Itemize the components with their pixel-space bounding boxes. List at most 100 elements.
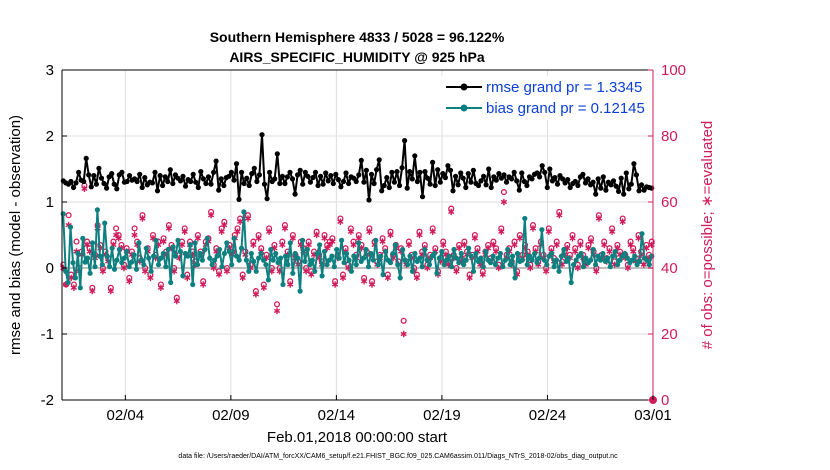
bias-point: [129, 259, 135, 265]
rmse-point: [68, 178, 74, 185]
evaluated-obs-point: [619, 218, 626, 225]
evaluated-obs-point: [543, 268, 550, 275]
evaluated-obs-point: [218, 228, 225, 235]
rmse-point: [218, 176, 224, 182]
bias-point: [505, 246, 511, 253]
bias-point: [441, 262, 447, 268]
bias-point: [373, 237, 379, 243]
rmse-point: [182, 183, 189, 189]
bias-point: [187, 242, 193, 248]
rmse-point: [374, 167, 380, 173]
bias-point: [417, 255, 423, 261]
bias-point: [221, 250, 227, 257]
rmse-point: [386, 184, 392, 191]
rmse-point: [565, 177, 571, 183]
rmse-point: [231, 177, 237, 183]
rmse-point: [389, 169, 395, 175]
rmse-point: [119, 169, 125, 175]
evaluated-obs-point: [70, 284, 77, 291]
rmse-point: [407, 169, 413, 175]
rmse-point: [529, 176, 535, 182]
bias-point: [273, 250, 279, 257]
bias-point: [578, 250, 584, 257]
evaluated-obs-point: [553, 241, 560, 249]
rmse-point: [267, 169, 273, 175]
evaluated-obs-point: [339, 274, 347, 282]
evaluated-obs-point: [577, 241, 584, 249]
bias-point: [65, 279, 71, 286]
bias-point: [173, 253, 179, 259]
rmse-point: [554, 181, 561, 187]
evaluated-obs-point: [384, 274, 391, 282]
rmse-point: [445, 163, 451, 169]
bias-point: [241, 209, 247, 215]
rmse-point: [470, 167, 476, 173]
rmse-point: [297, 167, 303, 173]
rmse-point: [460, 175, 466, 181]
bias-point: [463, 257, 469, 263]
rmse-point: [70, 184, 77, 191]
bias-point: [204, 235, 210, 241]
bias-point: [341, 260, 347, 266]
rmse-point: [188, 178, 194, 185]
rmse-point: [203, 180, 209, 187]
rmse-point: [198, 169, 204, 175]
bias-point: [238, 245, 245, 251]
evaluated-obs-point: [287, 281, 294, 288]
bias-point: [251, 258, 257, 264]
evaluated-obs-point: [99, 268, 107, 275]
rmse-point: [81, 178, 87, 185]
bias-point: [190, 281, 196, 288]
rmse-point: [213, 158, 219, 164]
evaluated-obs-point: [89, 287, 96, 295]
bias-point: [314, 250, 320, 257]
bias-point: [509, 253, 516, 259]
bias-point: [321, 248, 328, 255]
rmse-point: [142, 175, 148, 181]
rmse-point: [636, 188, 642, 194]
bias-point: [356, 240, 362, 246]
rmse-point: [287, 169, 293, 175]
evaluated-obs-point: [260, 284, 267, 291]
rmse-point: [177, 178, 184, 184]
bias-point: [488, 260, 494, 266]
rmse-point: [323, 170, 329, 176]
evaluated-obs-point: [131, 231, 138, 239]
bias-point: [297, 288, 303, 294]
bias-point: [282, 253, 289, 259]
bias-point: [168, 279, 174, 286]
bias-point: [378, 253, 384, 259]
rmse-point: [254, 178, 260, 185]
chart-title: Southern Hemisphere 4833 / 5028 = 96.122…: [210, 29, 505, 45]
rmse-point: [325, 178, 331, 184]
evaluated-obs-point: [479, 271, 486, 278]
evaluated-obs-point: [498, 228, 505, 235]
possible-obs-point: [65, 212, 72, 219]
bias-point: [539, 227, 545, 233]
bias-point: [514, 250, 521, 257]
bias-point: [561, 246, 567, 253]
bias-point: [610, 253, 616, 259]
evaluated-obs-point: [279, 241, 286, 249]
rmse-point: [590, 179, 596, 185]
evaluated-obs-point: [405, 241, 413, 249]
rmse-point: [157, 173, 163, 179]
bias-point: [207, 255, 213, 261]
bias-point: [375, 262, 381, 268]
bias-point: [536, 255, 543, 261]
rmse-point: [649, 185, 655, 191]
bias-point: [219, 264, 225, 270]
bias-point: [558, 253, 565, 259]
evaluated-obs-point: [308, 271, 315, 278]
evaluated-obs-point: [141, 268, 149, 275]
evaluated-obs-point: [461, 241, 468, 249]
bias-point: [580, 264, 587, 270]
bias-point: [583, 255, 589, 261]
rmse-point: [621, 191, 627, 197]
rmse-point: [302, 169, 308, 175]
rmse-point: [603, 187, 609, 193]
rmse-point: [379, 188, 385, 194]
evaluated-obs-point: [115, 235, 122, 242]
bias-point: [131, 252, 137, 258]
